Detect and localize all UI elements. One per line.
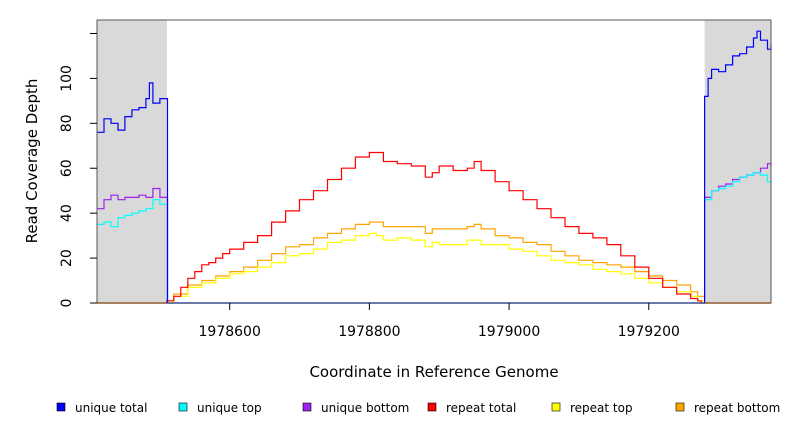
y-axis-title: Read Coverage Depth [23,79,41,244]
legend-swatch [675,402,685,412]
legend-label: repeat top [570,401,633,415]
legend-label: unique total [75,401,147,415]
legend-label: repeat total [446,401,516,415]
y-tick-label: 0 [59,299,75,308]
legend-label: repeat bottom [694,401,780,415]
legend-swatch [302,402,312,412]
y-axis: 0 20 40 60 80 100 [59,32,97,308]
y-tick-label: 40 [59,204,75,222]
y-tick-label: 80 [59,114,75,132]
x-tick-label: 1979000 [478,324,540,340]
legend-item: unique bottom [302,401,409,415]
series-unique-total-line [97,30,772,304]
series-repeat-top-line [97,232,771,304]
plot-frame [96,19,772,304]
legend-swatch [551,402,561,412]
x-axis-title: Coordinate in Reference Genome [309,363,558,381]
legend-label: unique top [197,401,262,415]
legend-item: repeat top [551,401,633,415]
y-tick-label: 100 [59,65,75,92]
series-unique-top-line [97,172,772,304]
legend-item: repeat total [427,401,516,415]
x-axis: 1978600 1978800 1979000 1979200 [199,303,680,340]
masked-region-1 [97,20,167,303]
y-tick-label: 60 [59,159,75,177]
legend-label: unique bottom [321,401,409,415]
series-repeat-total-line [97,151,771,304]
legend-swatch [56,402,66,412]
legend-swatch [427,402,437,412]
masked-regions [97,20,771,303]
series-repeat-bottom-line [97,221,771,304]
series-unique-bottom-line [97,163,772,304]
legend-item: repeat bottom [675,401,780,415]
x-tick-label: 1978600 [199,324,261,340]
y-tick-label: 20 [59,249,75,267]
legend-item: unique total [56,401,147,415]
x-tick-label: 1979200 [618,324,680,340]
x-tick-label: 1978800 [338,324,400,340]
series-lines [97,30,772,304]
legend-item: unique top [178,401,262,415]
masked-region-2 [704,20,771,303]
legend-swatch [178,402,188,412]
legend: unique total unique top unique bottom repea… [56,401,780,415]
